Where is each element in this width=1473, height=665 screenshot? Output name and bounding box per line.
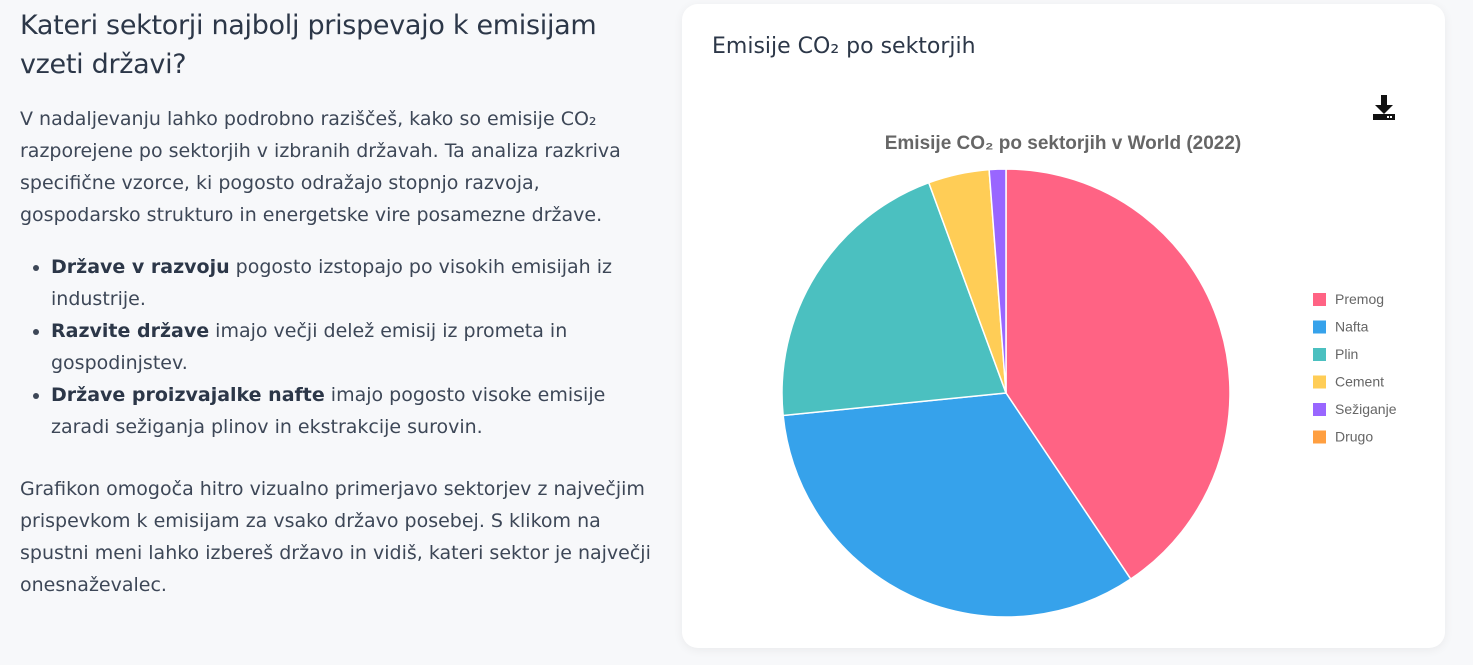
legend-swatch[interactable] bbox=[1313, 430, 1326, 444]
chart-card: Emisije CO₂ po sektorjih Emisije CO₂ po … bbox=[682, 4, 1445, 648]
bullet-text: imajo večji delež emisij iz prometa in g… bbox=[51, 320, 568, 374]
legend-label[interactable]: Drugo bbox=[1335, 429, 1373, 445]
legend-swatch[interactable] bbox=[1313, 403, 1326, 416]
bullet-bold: Države proizvajalke nafte bbox=[51, 384, 325, 406]
section-heading: Kateri sektorji najbolj prispevajo k emi… bbox=[20, 10, 597, 80]
legend-swatch[interactable] bbox=[1313, 348, 1326, 361]
outro-paragraph: Grafikon omogoča hitro vizualno primerja… bbox=[20, 478, 651, 596]
pie-slice-nafta[interactable] bbox=[782, 392, 1132, 618]
legend-label[interactable]: Nafta bbox=[1335, 319, 1369, 335]
list-item: Države proizvajalke nafte imajo pogosto … bbox=[51, 379, 660, 443]
legend-label[interactable]: Sežiganje bbox=[1335, 401, 1397, 417]
legend-label[interactable]: Plin bbox=[1335, 346, 1358, 362]
chart-title: Emisije CO₂ po sektorjih v World (2022) bbox=[885, 133, 1242, 154]
legend-label[interactable]: Premog bbox=[1335, 291, 1384, 307]
bullet-bold: Države v razvoju bbox=[51, 256, 230, 278]
legend-swatch[interactable] bbox=[1313, 320, 1326, 334]
list-item: Države v razvoju pogosto izstopajo po vi… bbox=[51, 251, 660, 315]
intro-section: Kateri sektorji najbolj prispevajo k emi… bbox=[20, 6, 660, 601]
download-icon[interactable] bbox=[1370, 92, 1398, 122]
list-item: Razvite države imajo večji delež emisij … bbox=[51, 315, 660, 379]
pie-slice-premog[interactable] bbox=[1005, 168, 1231, 581]
pie-slice-sežiganje[interactable] bbox=[988, 168, 1007, 394]
legend-label[interactable]: Cement bbox=[1335, 374, 1384, 390]
legend-swatch[interactable] bbox=[1313, 293, 1326, 306]
pie-chart: Emisije CO₂ po sektorjih v World (2022) … bbox=[781, 133, 1397, 618]
intro-paragraph: V nadaljevanju lahko podrobno raziščeš, … bbox=[20, 108, 621, 226]
bullet-text: pogosto izstopajo po visokih emisijah iz… bbox=[51, 256, 612, 310]
legend-swatch[interactable] bbox=[1313, 375, 1326, 389]
bullet-text: imajo pogosto visoke emisije zaradi seži… bbox=[51, 384, 606, 438]
bullet-list: Države v razvoju pogosto izstopajo po vi… bbox=[20, 251, 660, 443]
bullet-bold: Razvite države bbox=[51, 320, 210, 342]
card-title: Emisije CO₂ po sektorjih bbox=[712, 34, 976, 59]
